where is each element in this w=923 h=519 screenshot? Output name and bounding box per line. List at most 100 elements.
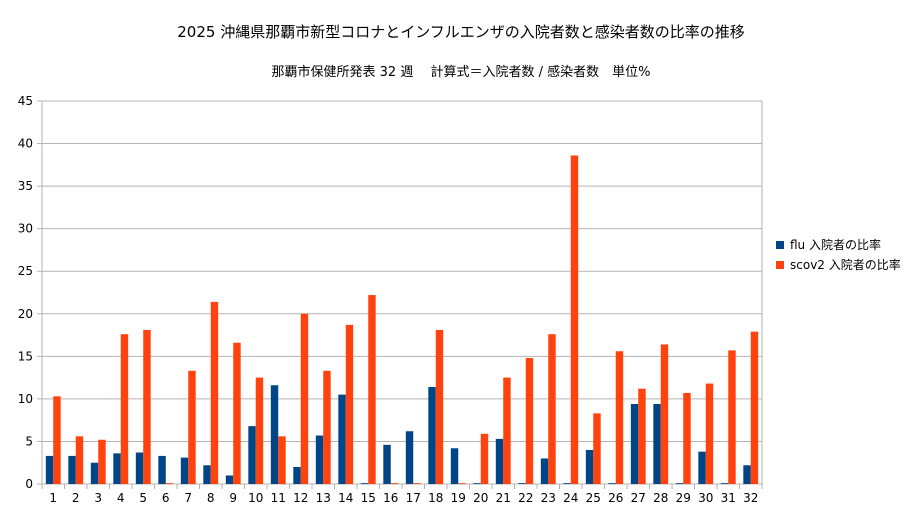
x-tick-label: 2 xyxy=(72,491,80,505)
scov2-bar xyxy=(390,483,399,484)
flu-bar xyxy=(180,457,189,484)
x-tick-label: 29 xyxy=(676,491,691,505)
flu-bar xyxy=(90,462,99,484)
y-tick-label: 25 xyxy=(18,264,33,278)
flu-bar xyxy=(360,483,369,484)
x-tick-label: 26 xyxy=(608,491,623,505)
scov2-bar xyxy=(413,483,421,484)
y-tick-label: 30 xyxy=(18,222,33,236)
x-tick-label: 19 xyxy=(451,491,466,505)
x-tick-label: 25 xyxy=(586,491,601,505)
scov2-bar xyxy=(750,331,759,484)
x-tick-label: 22 xyxy=(518,491,533,505)
x-tick-label: 20 xyxy=(473,491,488,505)
flu-bar xyxy=(315,435,324,484)
y-axis-ticks: 0 5 10 15 20 25 30 35 40 45 xyxy=(18,94,42,491)
scov2-bar xyxy=(323,370,331,484)
scov2-bar xyxy=(53,396,61,484)
flu-bar xyxy=(293,466,301,484)
scov2-bar xyxy=(210,301,219,484)
flu-bar xyxy=(270,385,279,484)
scov2-bar xyxy=(98,439,106,484)
flu-bar xyxy=(338,394,346,484)
x-tick-label: 11 xyxy=(271,491,286,505)
scov2-bar xyxy=(143,329,151,484)
x-tick-label: 8 xyxy=(207,491,215,505)
x-tick-label: 9 xyxy=(229,491,237,505)
flu-bar xyxy=(518,483,526,484)
x-tick-label: 13 xyxy=(316,491,331,505)
flu-bar xyxy=(473,483,481,484)
scov2-bar xyxy=(255,377,264,484)
x-tick-label: 15 xyxy=(361,491,376,505)
flu-bar xyxy=(68,455,76,484)
x-tick-label: 5 xyxy=(139,491,147,505)
scov2-bar xyxy=(638,388,646,484)
flu-bar xyxy=(113,453,121,484)
y-tick-label: 45 xyxy=(18,94,33,108)
flu-bar xyxy=(158,455,166,484)
x-tick-label: 16 xyxy=(383,491,398,505)
flu-bar xyxy=(450,448,459,484)
x-tick-label: 10 xyxy=(248,491,263,505)
chart-subtitle: 那覇市保健所発表 32 週 計算式＝入院者数 / 感染者数 単位% xyxy=(272,64,651,80)
flu-bar xyxy=(135,452,144,484)
scov2-bar xyxy=(615,351,624,484)
scov2-bar xyxy=(660,344,669,484)
flu-bar xyxy=(698,451,706,484)
y-tick-label: 10 xyxy=(18,392,33,406)
flu-bar xyxy=(248,426,256,484)
y-tick-label: 40 xyxy=(18,137,33,151)
x-tick-label: 17 xyxy=(406,491,421,505)
scov2-bar xyxy=(480,433,489,484)
scov2-bar xyxy=(300,313,309,484)
y-tick-label: 5 xyxy=(25,434,33,448)
x-tick-label: 32 xyxy=(743,491,758,505)
scov2-bar xyxy=(435,329,444,484)
scov2-bar xyxy=(503,377,511,484)
flu-bar xyxy=(563,483,571,484)
flu-bar xyxy=(203,465,211,484)
legend: flu 入院者の比率 scov2 入院者の比率 xyxy=(776,237,901,272)
x-tick-label: 28 xyxy=(653,491,668,505)
x-axis-ticks: 1 2 3 4 5 6 7 8 9 10 11 12 13 14 15 16 17 18 19 20 21 22 23 24 2… xyxy=(41,484,763,505)
flu-bar xyxy=(743,465,751,484)
flu-bar xyxy=(653,404,661,484)
legend-swatch xyxy=(776,261,784,269)
y-tick-label: 0 xyxy=(25,477,33,491)
flu-bar xyxy=(675,483,684,484)
x-tick-label: 24 xyxy=(563,491,578,505)
legend-label: flu 入院者の比率 xyxy=(790,237,881,252)
y-tick-label: 20 xyxy=(18,307,33,321)
scov2-bar xyxy=(233,342,241,484)
x-tick-label: 3 xyxy=(94,491,102,505)
flu-bar xyxy=(405,431,414,484)
flu-bar xyxy=(45,455,54,484)
scov2-bar xyxy=(458,483,466,484)
x-tick-label: 23 xyxy=(541,491,556,505)
legend-label: scov2 入院者の比率 xyxy=(790,257,901,272)
flu-bar xyxy=(585,449,594,484)
flu-bar xyxy=(225,475,234,484)
scov2-bar xyxy=(705,383,714,484)
scov2-bar xyxy=(728,350,736,484)
x-tick-label: 31 xyxy=(721,491,736,505)
x-tick-label: 4 xyxy=(117,491,125,505)
x-tick-label: 7 xyxy=(184,491,192,505)
scov2-bar xyxy=(570,155,579,484)
flu-bar xyxy=(383,444,391,484)
scov2-bar xyxy=(548,334,556,484)
scov2-bar xyxy=(165,483,174,484)
scov2-bar xyxy=(188,370,196,484)
chart-title: 2025 沖縄県那覇市新型コロナとインフルエンザの入院者数と感染者数の比率の推移 xyxy=(177,23,745,41)
flu-bar xyxy=(630,404,639,484)
x-tick-label: 27 xyxy=(631,491,646,505)
x-tick-label: 21 xyxy=(496,491,511,505)
x-tick-label: 12 xyxy=(293,491,308,505)
x-tick-label: 1 xyxy=(49,491,57,505)
flu-bar xyxy=(608,483,616,484)
flu-bar xyxy=(540,458,549,484)
flu-bar xyxy=(428,386,436,484)
y-tick-label: 35 xyxy=(18,179,33,193)
